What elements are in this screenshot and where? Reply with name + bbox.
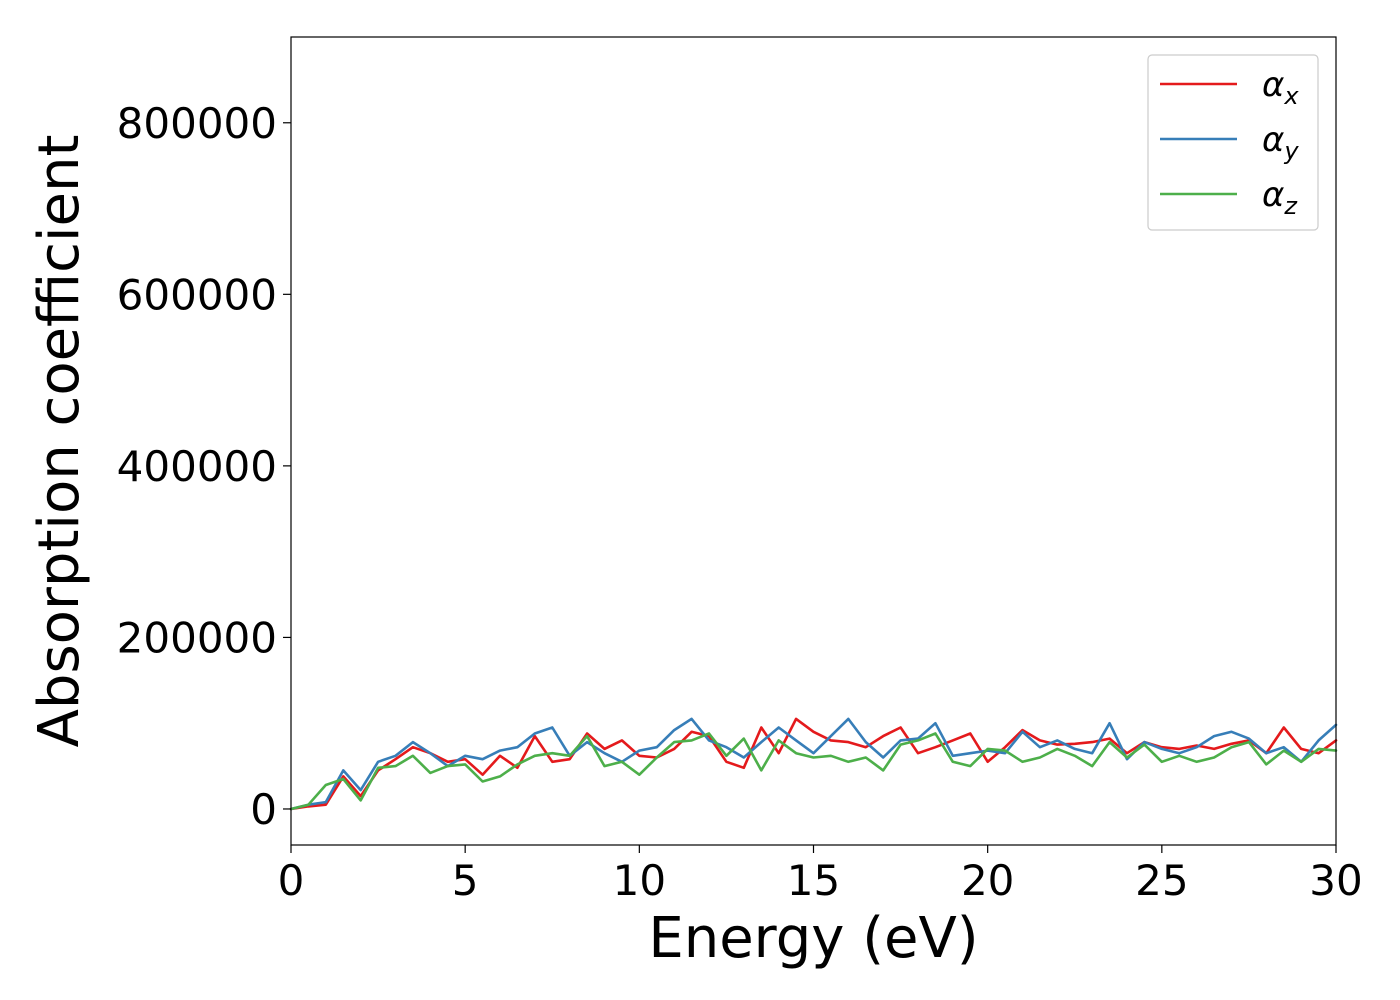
legend: αx αy αz [1147,54,1319,231]
x-tick-label: 5 [452,856,479,905]
series-line-y [289,717,1338,811]
series-line-z [289,732,1338,811]
legend-entry-z: αz [1160,175,1298,220]
series-lines [289,717,1338,811]
y-axis-ticks: 0 200000 400000 600000 800000 [117,99,291,834]
y-tick-label: 600000 [117,270,277,319]
legend-entry-x: αx [1160,65,1299,110]
x-axis-title: Energy (eV) [648,906,978,971]
legend-box [1147,54,1319,231]
x-tick-label: 10 [613,856,666,905]
y-tick-label: 200000 [117,613,277,662]
x-tick-label: 15 [787,856,840,905]
series-line-x [289,717,1338,811]
x-tick-label: 25 [1135,856,1188,905]
x-tick-label: 30 [1309,856,1362,905]
y-tick-label: 0 [250,785,277,834]
legend-items: αx αy αz [1160,65,1299,220]
y-tick-label: 800000 [117,99,277,148]
legend-label: αy [1262,120,1299,165]
legend-label: αx [1262,65,1299,110]
legend-label: αz [1262,175,1298,220]
x-axis-ticks: 0 5 10 15 20 25 30 [278,845,1363,905]
y-axis-title: Absorption coefficient [27,135,92,748]
x-tick-label: 20 [961,856,1014,905]
legend-entry-y: αy [1160,120,1299,165]
x-tick-label: 0 [278,856,305,905]
y-tick-label: 400000 [117,442,277,491]
